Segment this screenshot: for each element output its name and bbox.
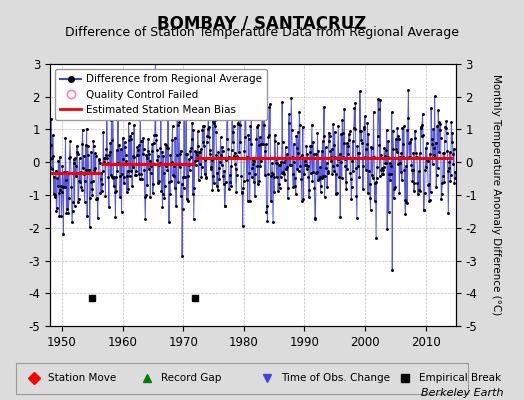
Text: Empirical Break: Empirical Break [419,373,501,383]
Text: Berkeley Earth: Berkeley Earth [421,388,503,398]
Text: Time of Obs. Change: Time of Obs. Change [281,373,390,383]
Legend: Difference from Regional Average, Quality Control Failed, Estimated Station Mean: Difference from Regional Average, Qualit… [55,69,267,120]
Text: Difference of Station Temperature Data from Regional Average: Difference of Station Temperature Data f… [65,26,459,39]
Text: Station Move: Station Move [48,373,116,383]
Text: Record Gap: Record Gap [161,373,221,383]
Y-axis label: Monthly Temperature Anomaly Difference (°C): Monthly Temperature Anomaly Difference (… [492,74,501,316]
Bar [16,362,467,394]
Text: BOMBAY / SANTACRUZ: BOMBAY / SANTACRUZ [157,14,367,32]
